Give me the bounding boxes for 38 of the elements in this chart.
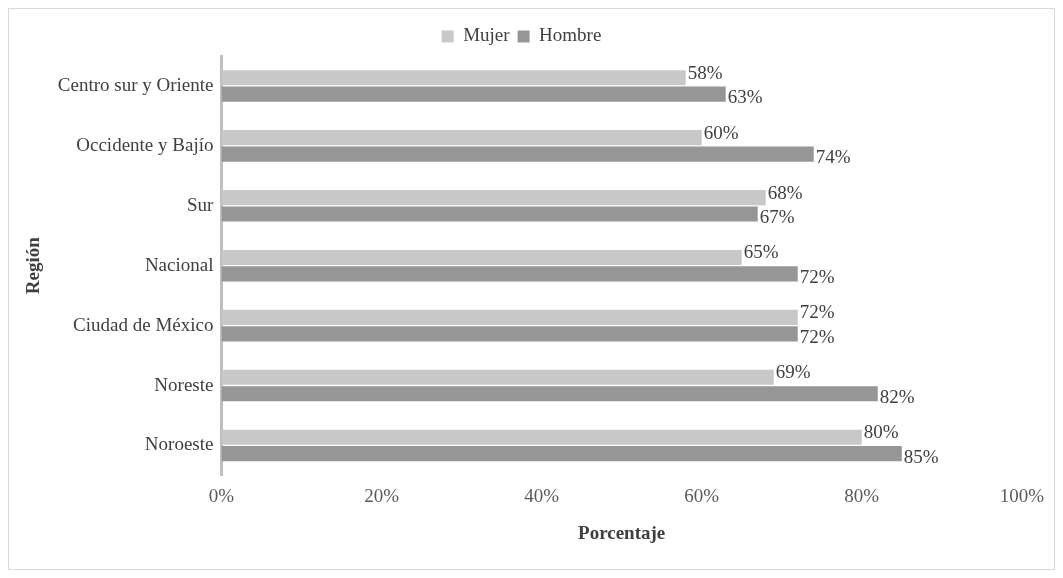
x-tick-label: 80% [844,484,880,506]
bar [221,206,758,222]
data-label: 63% [727,86,763,108]
data-label: 67% [759,206,795,228]
data-label: 68% [767,181,803,203]
bar [221,386,878,402]
bar [221,146,814,162]
x-tick-label: 20% [364,484,400,506]
data-label: 65% [743,241,779,263]
y-tick-label: Sur [187,193,215,215]
data-label: 60% [703,121,739,143]
bar [221,326,798,342]
data-label: 80% [863,421,899,443]
legend-label: Hombre [539,24,602,46]
data-label: 69% [775,361,811,383]
data-label: 74% [815,146,851,168]
legend-label: Mujer [463,24,511,46]
y-tick-label: Noroeste [144,433,214,455]
x-tick-label: 100% [999,484,1045,506]
data-label: 72% [799,325,835,347]
data-label: 85% [903,445,939,467]
bar [221,446,902,462]
x-tick-label: 0% [208,484,235,506]
x-tick-label: 60% [684,484,720,506]
data-label: 58% [687,61,723,83]
data-label: 72% [799,265,835,287]
y-tick-label: Ciudad de México [73,313,214,335]
x-axis-title: Porcentaje [578,521,666,543]
y-tick-label: Noreste [154,373,214,395]
y-tick-label: Nacional [144,253,214,275]
data-label: 82% [879,385,915,407]
y-tick-label: Centro sur y Oriente [57,73,214,95]
bar [221,266,798,282]
y-axis-title: Región [22,236,44,295]
data-label: 72% [799,301,835,323]
bar [221,86,726,102]
y-tick-label: Occidente y Bajío [76,133,214,155]
x-tick-label: 40% [524,484,560,506]
